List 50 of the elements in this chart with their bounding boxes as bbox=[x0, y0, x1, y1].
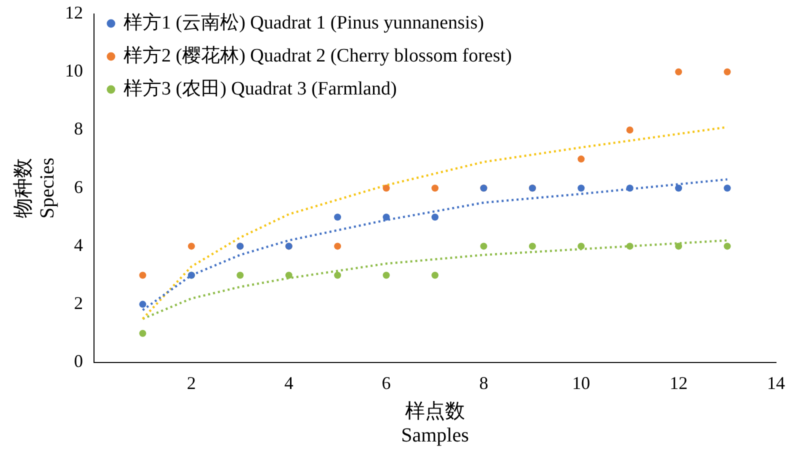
point bbox=[285, 272, 292, 279]
line-series bbox=[142, 178, 728, 312]
x-tick-label: 4 bbox=[284, 372, 294, 393]
x-tick-label: 6 bbox=[382, 372, 391, 393]
point bbox=[382, 184, 390, 192]
y-axis-title: 物种数 Species bbox=[12, 157, 58, 219]
y-tick-label: 4 bbox=[74, 234, 83, 255]
point bbox=[139, 272, 146, 279]
y-tick-label: 10 bbox=[65, 60, 83, 81]
legend-label: 样方1 (云南松) Quadrat 1 (Pinus yunnanensis) bbox=[124, 11, 484, 34]
x-tick-label: 10 bbox=[572, 372, 590, 393]
point bbox=[675, 242, 682, 250]
y-tick-label: 0 bbox=[74, 351, 83, 372]
line-series bbox=[142, 239, 728, 320]
point bbox=[334, 214, 342, 221]
legend-label: 样方3 (农田) Quadrat 3 (Farmland) bbox=[124, 77, 397, 100]
y-tick-label: 12 bbox=[65, 2, 83, 23]
y-tick-label: 2 bbox=[74, 293, 83, 314]
point bbox=[724, 184, 731, 192]
point bbox=[578, 156, 585, 163]
point bbox=[528, 242, 536, 250]
point bbox=[382, 272, 390, 279]
point bbox=[432, 272, 438, 279]
point bbox=[675, 68, 682, 76]
point bbox=[480, 242, 488, 250]
point bbox=[334, 242, 342, 250]
point bbox=[236, 272, 244, 279]
point bbox=[334, 272, 342, 279]
y-tick-label: 8 bbox=[74, 118, 83, 139]
point bbox=[724, 68, 731, 76]
point bbox=[724, 242, 731, 250]
x-tick-label: 12 bbox=[670, 372, 688, 393]
x-tick-label: 14 bbox=[767, 372, 785, 393]
point bbox=[578, 242, 585, 250]
point bbox=[432, 184, 438, 192]
point bbox=[382, 214, 390, 221]
point bbox=[675, 184, 682, 192]
point bbox=[188, 242, 195, 250]
y-tick-label: 6 bbox=[74, 176, 83, 197]
legend-label: 样方2 (樱花林) Quadrat 2 (Cherry blossom forest) bbox=[124, 44, 512, 66]
x-tick-label: 8 bbox=[479, 372, 488, 393]
point bbox=[139, 300, 146, 308]
point bbox=[626, 242, 634, 250]
point bbox=[578, 184, 585, 192]
point bbox=[626, 184, 634, 192]
x-axis-title: 样点数 Samples bbox=[401, 400, 470, 446]
point bbox=[139, 330, 146, 337]
x-tick-label: 2 bbox=[186, 372, 196, 393]
point bbox=[626, 126, 634, 134]
point bbox=[432, 214, 438, 221]
